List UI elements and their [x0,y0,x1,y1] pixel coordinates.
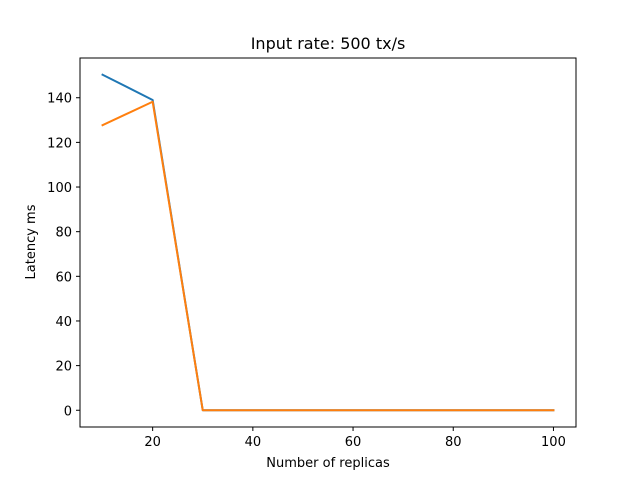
y-tick-label: 0 [64,404,72,419]
y-tick-label: 20 [55,360,72,375]
x-tick-label: 40 [245,435,262,450]
x-tick-label: 100 [541,435,566,450]
y-tick-label: 120 [47,136,72,151]
x-tick-label: 20 [144,435,161,450]
plot-area: 20 40 60 80 100 0 20 40 60 80 100 120 140 [47,57,577,450]
x-tick-label: 60 [345,435,362,450]
y-tick-label: 100 [47,181,72,196]
y-tick-label: 60 [55,270,72,285]
y-tick-label: 40 [55,315,72,330]
x-axis-label: Number of replicas [266,456,390,471]
y-tick-label: 140 [47,92,72,107]
y-tick-label: 80 [55,226,72,241]
axes-frame [79,57,577,428]
x-tick-label: 80 [445,435,462,450]
y-axis-label: Latency ms [24,204,39,279]
chart-title: Input rate: 500 tx/s [251,34,406,53]
series-line-2 [101,100,555,412]
